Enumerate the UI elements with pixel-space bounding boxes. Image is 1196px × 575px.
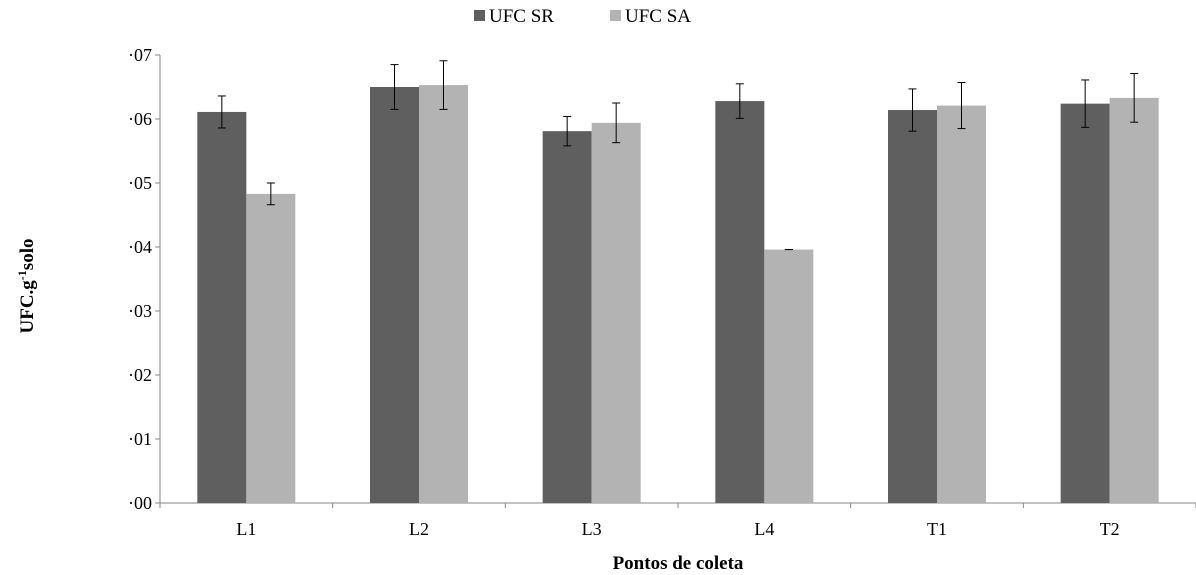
- legend-swatch-ufc-sr: [474, 10, 485, 21]
- x-tick-label: T2: [1100, 519, 1120, 539]
- bar-ufc-sa-l1: [246, 193, 296, 503]
- error-bars: [217, 60, 1139, 251]
- y-tick-label: ·04: [128, 237, 152, 257]
- tick-labels: ·00 ·01 ·02 ·03 ·04 ·05 ·06 ·07 L1 L2 L3 L4 T1 T2: [128, 45, 1120, 539]
- y-tick-label: ·05: [128, 173, 152, 193]
- bars: [197, 85, 1159, 504]
- bar-ufc-sr-l2: [370, 87, 419, 503]
- bar-ufc-sa-l4: [764, 249, 814, 503]
- bar-ufc-sa-l3: [591, 122, 641, 503]
- bar-ufc-sa-t1: [937, 105, 986, 503]
- legend: UFC SR UFC SA: [474, 6, 691, 27]
- axes: [155, 54, 1196, 508]
- x-tick-label: L2: [409, 519, 429, 539]
- bar-ufc-sr-t2: [1060, 103, 1110, 503]
- x-tick-label: T1: [927, 519, 947, 539]
- bar-ufc-sr-l4: [715, 101, 765, 503]
- x-tick-label: L4: [754, 519, 774, 539]
- legend-label-ufc-sr: UFC SR: [489, 6, 554, 27]
- y-tick-label: ·03: [128, 301, 152, 321]
- y-tick-label: ·01: [128, 429, 152, 449]
- bar-ufc-sr-l3: [542, 131, 592, 503]
- y-tick-label: ·07: [128, 45, 152, 65]
- y-tick-label: ·00: [128, 493, 152, 513]
- bar-ufc-sa-l2: [419, 85, 468, 503]
- x-tick-label: L3: [582, 519, 602, 539]
- legend-swatch-ufc-sa: [610, 10, 621, 21]
- legend-label-ufc-sa: UFC SA: [625, 6, 691, 27]
- x-axis-title: Pontos de coleta: [613, 553, 744, 574]
- bar-ufc-sr-l1: [197, 111, 247, 504]
- y-tick-label: ·06: [128, 109, 152, 129]
- y-tick-label: ·02: [128, 365, 152, 385]
- y-axis-title: UFC.g-1solo: [15, 239, 38, 334]
- bar-ufc-sr-t1: [888, 110, 937, 503]
- bar-ufc-sa-t2: [1109, 97, 1159, 503]
- x-tick-label: L1: [236, 519, 256, 539]
